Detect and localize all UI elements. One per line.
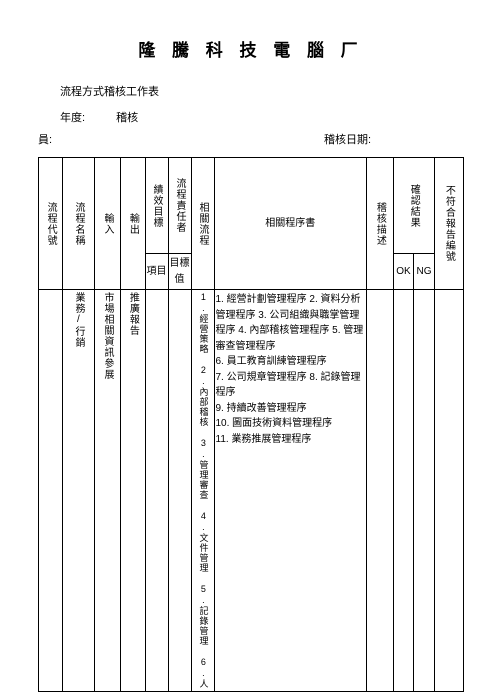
cell-input: 市場相關資訊參展 — [102, 292, 113, 380]
meta-row-2: 員: 稽核日期: — [38, 131, 464, 147]
table-row: 業務/行銷 市場相關資訊參展 推廣報告 1.經營策略 2.內部稽核 3.管理審查… — [39, 290, 464, 692]
hdr-kpi: 績效目標 — [151, 184, 162, 228]
hdr-ncr-no: 不符合報告編號 — [443, 185, 454, 262]
cell-target — [168, 290, 191, 692]
date-label: 稽核日期: — [324, 134, 371, 146]
hdr-ok: OK — [393, 254, 414, 290]
cell-audit-desc — [367, 290, 394, 692]
hdr-audit-desc: 稽核描述 — [374, 202, 385, 246]
audit-label: 稽核 — [116, 112, 138, 124]
doc-line: 10. 圖面技術資料管理程序 — [216, 416, 366, 432]
doc-line: 9. 持續改善管理程序 — [216, 401, 366, 417]
hdr-kpi-item: 項目 — [145, 254, 168, 290]
doc-line: 6. 員工教育訓練管理程序 — [216, 354, 366, 370]
audit-table: 流程代號 流程名稱 輸入 輸出 績效目標 流程責任者 相關流程 相關程序書 稽核… — [38, 157, 464, 692]
hdr-related-process: 相關流程 — [197, 202, 208, 246]
hdr-input: 輸入 — [102, 213, 113, 235]
hdr-process-name: 流程名稱 — [73, 202, 84, 246]
hdr-owner: 流程責任者 — [174, 178, 185, 233]
hdr-confirm-result: 確認結果 — [408, 184, 419, 228]
cell-ok — [393, 290, 414, 692]
hdr-ng: NG — [414, 254, 435, 290]
cell-ng — [414, 290, 435, 692]
doc-line: 7. 公司規章管理程序 8. 記錄管理程序 — [216, 370, 366, 401]
subtitle: 流程方式稽核工作表 — [60, 83, 464, 99]
cell-name: 業務/行銷 — [73, 292, 84, 348]
page-title: 隆 騰 科 技 電 腦 厂 — [38, 36, 464, 61]
cell-output: 推廣報告 — [127, 292, 138, 336]
hdr-output: 輸出 — [127, 213, 138, 235]
doc-line: 11. 業務推展管理程序 — [216, 432, 366, 448]
hdr-target-value: 目標值 — [168, 254, 191, 290]
header-row-1: 流程代號 流程名稱 輸入 輸出 績效目標 流程責任者 相關流程 相關程序書 稽核… — [39, 158, 464, 254]
hdr-related-doc: 相關程序書 — [214, 158, 367, 290]
cell-ncr — [434, 290, 463, 692]
year-label: 年度: — [60, 112, 85, 124]
cell-related-doc: 1. 經營計劃管理程序 2. 資料分析管理程序 3. 公司組織與職掌管理程序 4… — [214, 290, 367, 692]
meta-row-1: 年度: 稽核 — [60, 109, 464, 125]
doc-line: 1. 經營計劃管理程序 2. 資料分析管理程序 3. 公司組織與職掌管理程序 4… — [216, 292, 366, 354]
hdr-process-code: 流程代號 — [45, 202, 56, 246]
cell-kpi-item — [145, 290, 168, 692]
person-label: 員: — [38, 134, 52, 146]
cell-code — [39, 290, 63, 692]
cell-related-process: 1.經營策略 2.內部稽核 3.管理審查 4.文件管理 5.記錄管理 6.人 — [198, 292, 208, 689]
